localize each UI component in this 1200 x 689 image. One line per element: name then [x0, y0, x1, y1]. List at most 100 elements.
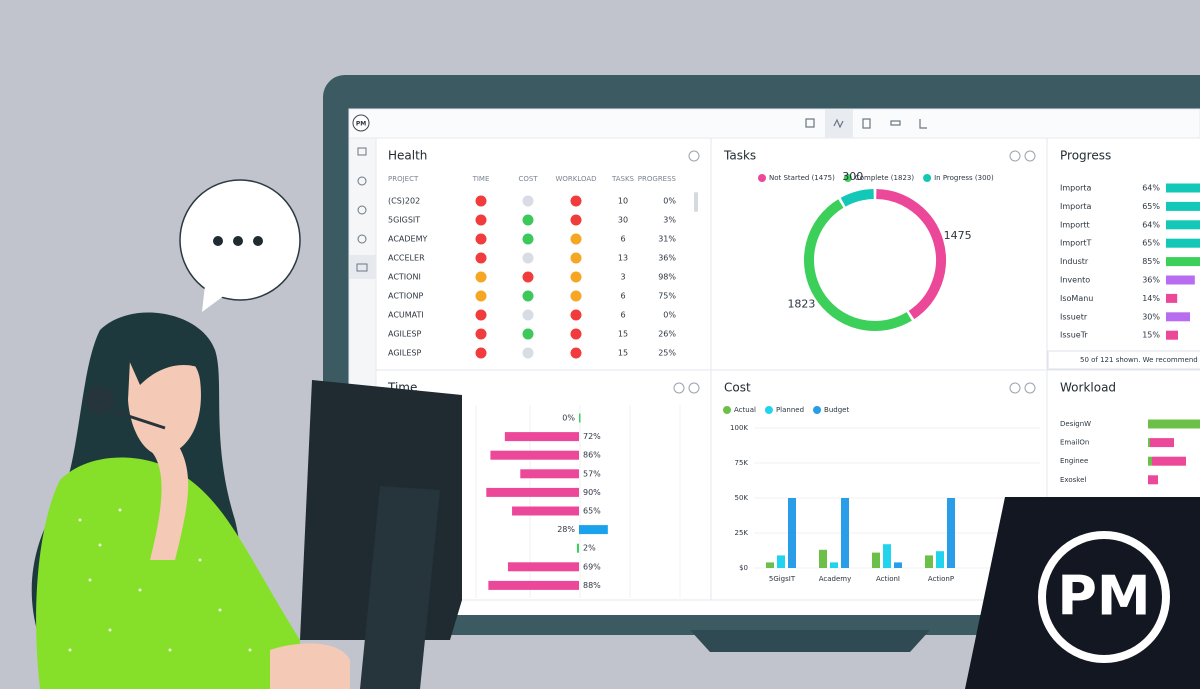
settings-icon[interactable]	[1009, 150, 1021, 162]
legend-label: Actual	[734, 406, 756, 414]
column-header: TASKS	[611, 175, 635, 183]
status-dot	[475, 347, 487, 359]
legend-label: Budget	[824, 406, 849, 414]
progress-bar	[1166, 220, 1200, 230]
progress-bar	[1166, 312, 1190, 322]
progress-bar	[1166, 257, 1200, 267]
legend-label: Complete (1823)	[855, 174, 915, 182]
legend-swatch	[843, 174, 852, 182]
status-dot	[570, 347, 582, 359]
legend-swatch	[923, 174, 932, 182]
donut-segment	[840, 189, 874, 207]
status-dot	[522, 233, 534, 245]
help-icon[interactable]	[1024, 382, 1036, 394]
nav-home[interactable]	[357, 147, 367, 156]
item-name: EmailOn	[1060, 439, 1089, 447]
toolbar-icon[interactable]	[805, 118, 815, 128]
time-bar	[504, 432, 579, 442]
column-header: PROGRESS	[638, 175, 677, 183]
toolbar-icon[interactable]	[890, 120, 901, 126]
toolbar-icon[interactable]	[833, 118, 844, 129]
item-percent: 30%	[1142, 312, 1160, 321]
nav-time[interactable]	[357, 205, 367, 215]
donut-segment	[876, 189, 946, 320]
progress-value: 36%	[658, 254, 676, 263]
help-icon[interactable]	[1024, 150, 1036, 162]
project-name: ACADEMY	[388, 235, 428, 244]
item-percent: 64%	[1142, 220, 1160, 229]
column-header: COST	[518, 175, 538, 183]
person	[31, 312, 350, 689]
brand-badge-ring	[352, 114, 370, 132]
help-icon[interactable]	[688, 150, 700, 162]
status-dot	[522, 347, 534, 359]
status-dot	[570, 214, 582, 226]
panel-title: Progress	[1060, 149, 1111, 163]
x-tick-label: ActionI	[876, 575, 900, 583]
toolbar-icon[interactable]	[862, 118, 871, 129]
item-name: Invento	[1060, 276, 1090, 285]
workload-bar	[1150, 438, 1174, 448]
logo-ring	[1038, 531, 1170, 663]
time-bar	[507, 562, 579, 572]
nav-projects[interactable]	[356, 263, 368, 272]
progress-bar	[1166, 201, 1200, 211]
status-dot	[522, 309, 534, 321]
settings-icon[interactable]	[1009, 382, 1021, 394]
item-name: IsoManu	[1060, 294, 1093, 303]
legend-label: Planned	[776, 406, 804, 414]
y-tick-label: 100K	[730, 424, 748, 432]
nav-alerts[interactable]	[357, 176, 367, 186]
brand-badge: PM	[356, 121, 366, 128]
workload-bar	[1148, 456, 1152, 466]
panel-title: Tasks	[723, 149, 756, 163]
dashboard-content: PROJECT TIME COST WORKLOAD TASKS PROGRESS (CS)…	[388, 170, 1200, 598]
time-bar	[576, 543, 579, 553]
item-name: IssueTr	[1060, 331, 1088, 340]
item-percent: 85%	[1142, 257, 1160, 266]
status-dot	[570, 252, 582, 264]
time-bar	[486, 487, 579, 497]
workload-bar	[1148, 438, 1150, 448]
legend-swatch	[764, 406, 773, 414]
time-label: 28%	[557, 525, 575, 534]
x-tick-label: Academy	[819, 575, 852, 583]
bar	[894, 562, 902, 568]
toolbar-icon[interactable]	[919, 119, 927, 129]
sidebar-active	[349, 255, 376, 279]
status-dot	[475, 233, 487, 245]
time-label: 90%	[583, 488, 601, 497]
monitor-stand	[690, 630, 930, 652]
time-bar	[520, 469, 579, 479]
scrollbar	[694, 192, 698, 212]
time-label: 69%	[583, 562, 601, 571]
nav-people[interactable]	[357, 234, 367, 244]
tasks-count: 15	[618, 349, 628, 358]
progress-value: 3%	[663, 216, 676, 225]
progress-value: 26%	[658, 330, 676, 339]
bar	[925, 555, 933, 568]
settings-icon[interactable]	[673, 382, 685, 394]
panel-title: Health	[388, 149, 427, 163]
y-tick-label: 75K	[735, 459, 749, 467]
item-name: Importt	[1060, 220, 1090, 229]
status-dot	[522, 328, 534, 340]
time-bar	[512, 506, 579, 516]
item-percent: 14%	[1142, 294, 1160, 303]
footer-box	[1047, 350, 1200, 370]
progress-value: 75%	[658, 292, 676, 301]
item-name: Enginee	[1060, 457, 1088, 465]
item-name: ImportT	[1060, 239, 1092, 248]
project-name: AGILESP	[388, 349, 421, 358]
status-dot	[522, 214, 534, 226]
progress-value: 25%	[658, 349, 676, 358]
bar	[841, 498, 849, 568]
status-dot	[475, 271, 487, 283]
project-name: ACTIONI	[388, 273, 421, 282]
help-icon[interactable]	[688, 382, 700, 394]
project-name: AGILESP	[388, 330, 421, 339]
item-name: DesignW	[1060, 420, 1091, 428]
time-label: 0%	[562, 414, 575, 423]
panel-title: Cost	[724, 381, 751, 395]
y-tick-label: $0	[739, 564, 748, 572]
